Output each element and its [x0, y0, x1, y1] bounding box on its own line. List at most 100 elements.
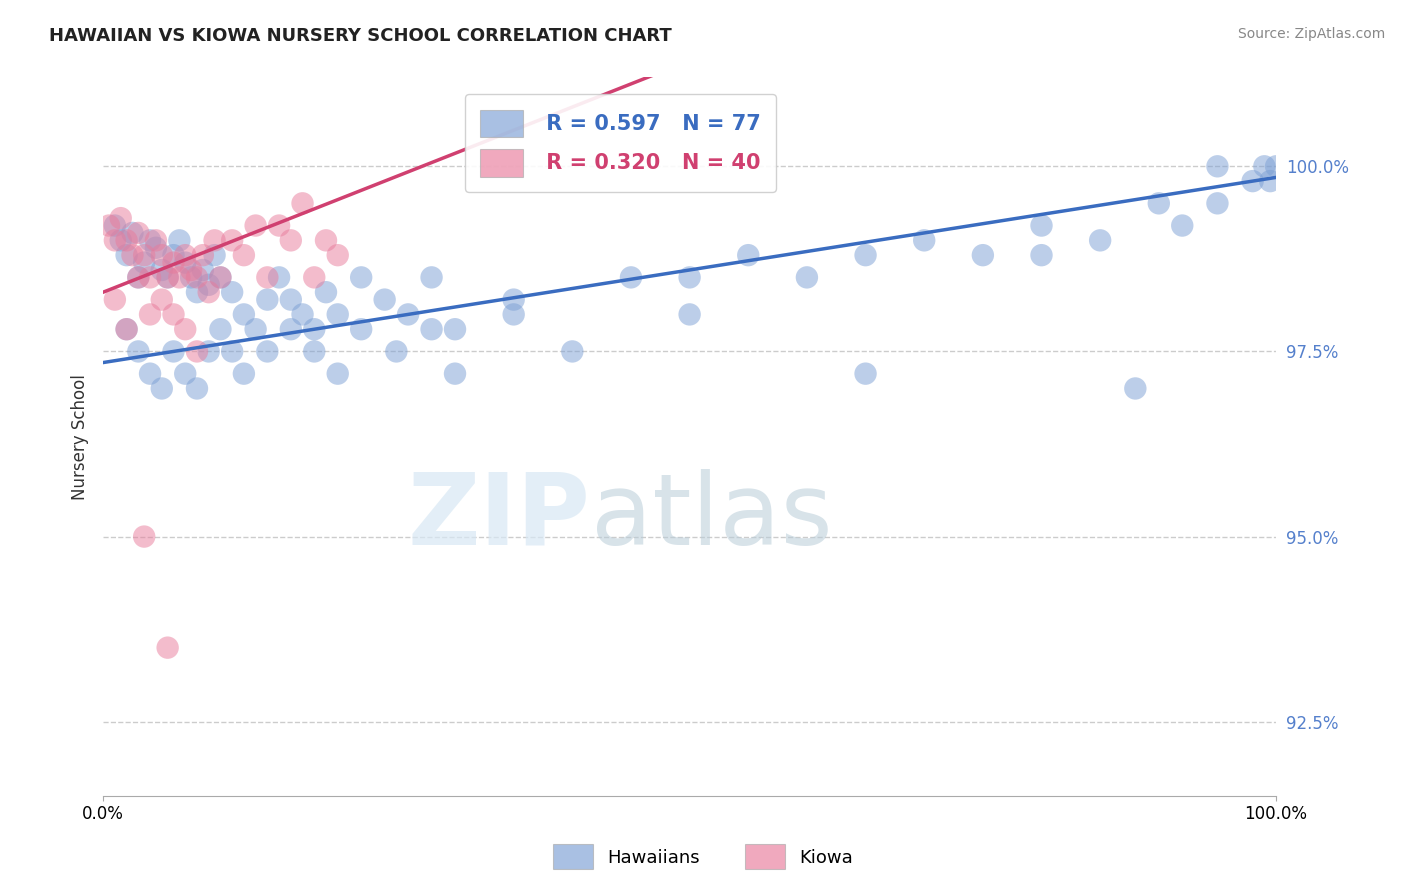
Point: [280, 233, 302, 247]
Point: [156, 640, 179, 655]
Point: [972, 248, 994, 262]
Point: [115, 233, 138, 247]
Point: [145, 233, 167, 247]
Point: [104, 233, 127, 247]
Point: [156, 270, 179, 285]
Point: [678, 270, 700, 285]
Point: [678, 307, 700, 321]
Point: [350, 322, 373, 336]
Point: [169, 270, 191, 285]
Point: [121, 248, 143, 262]
Point: [174, 248, 197, 262]
Point: [174, 367, 197, 381]
Point: [121, 226, 143, 240]
Point: [115, 322, 138, 336]
Point: [127, 270, 149, 285]
Point: [209, 270, 232, 285]
Point: [162, 307, 184, 321]
Point: [134, 248, 156, 262]
Point: [145, 241, 167, 255]
Point: [267, 219, 290, 233]
Point: [444, 322, 467, 336]
Point: [221, 233, 243, 247]
Text: HAWAIIAN VS KIOWA NURSERY SCHOOL CORRELATION CHART: HAWAIIAN VS KIOWA NURSERY SCHOOL CORRELA…: [49, 27, 672, 45]
Point: [174, 322, 197, 336]
Point: [139, 270, 162, 285]
Point: [280, 322, 302, 336]
Point: [139, 367, 162, 381]
Point: [197, 285, 219, 300]
Point: [186, 344, 208, 359]
Point: [256, 293, 278, 307]
Point: [1088, 233, 1111, 247]
Point: [304, 270, 326, 285]
Point: [1241, 174, 1264, 188]
Point: [127, 226, 149, 240]
Point: [127, 270, 149, 285]
Point: [1258, 174, 1281, 188]
Point: [1206, 196, 1229, 211]
Point: [186, 270, 208, 285]
Point: [304, 322, 326, 336]
Point: [245, 322, 267, 336]
Point: [855, 248, 877, 262]
Point: [245, 219, 267, 233]
Point: [197, 277, 219, 292]
Point: [115, 248, 138, 262]
Point: [191, 263, 214, 277]
Point: [186, 285, 208, 300]
Point: [374, 293, 396, 307]
Point: [150, 381, 173, 395]
Point: [127, 344, 149, 359]
Point: [1031, 219, 1053, 233]
Point: [180, 263, 202, 277]
Point: [162, 255, 184, 269]
Text: atlas: atlas: [591, 469, 832, 566]
Point: [385, 344, 408, 359]
Point: [326, 307, 349, 321]
Point: [620, 270, 643, 285]
Point: [104, 219, 127, 233]
Point: [221, 344, 243, 359]
Point: [912, 233, 935, 247]
Point: [209, 322, 232, 336]
Point: [280, 293, 302, 307]
Legend:  R = 0.597   N = 77,  R = 0.320   N = 40: R = 0.597 N = 77, R = 0.320 N = 40: [465, 95, 776, 192]
Point: [396, 307, 419, 321]
Point: [855, 367, 877, 381]
Point: [186, 381, 208, 395]
Point: [191, 248, 214, 262]
Point: [139, 233, 162, 247]
Point: [796, 270, 818, 285]
Point: [267, 270, 290, 285]
Point: [197, 344, 219, 359]
Point: [150, 293, 173, 307]
Point: [110, 233, 132, 247]
Point: [134, 255, 156, 269]
Point: [1123, 381, 1146, 395]
Point: [232, 248, 254, 262]
Point: [420, 270, 443, 285]
Point: [1031, 248, 1053, 262]
Point: [115, 322, 138, 336]
Point: [209, 270, 232, 285]
Point: [204, 233, 226, 247]
Point: [169, 233, 191, 247]
Point: [232, 367, 254, 381]
Point: [502, 307, 524, 321]
Point: [315, 233, 337, 247]
Point: [180, 270, 202, 285]
Point: [315, 285, 337, 300]
Point: [98, 219, 121, 233]
Point: [150, 263, 173, 277]
Legend: Hawaiians, Kiowa: Hawaiians, Kiowa: [544, 835, 862, 879]
Point: [502, 293, 524, 307]
Point: [162, 344, 184, 359]
Point: [204, 248, 226, 262]
Point: [304, 344, 326, 359]
Point: [256, 270, 278, 285]
Point: [110, 211, 132, 226]
Text: Source: ZipAtlas.com: Source: ZipAtlas.com: [1237, 27, 1385, 41]
Point: [1171, 219, 1194, 233]
Point: [174, 255, 197, 269]
